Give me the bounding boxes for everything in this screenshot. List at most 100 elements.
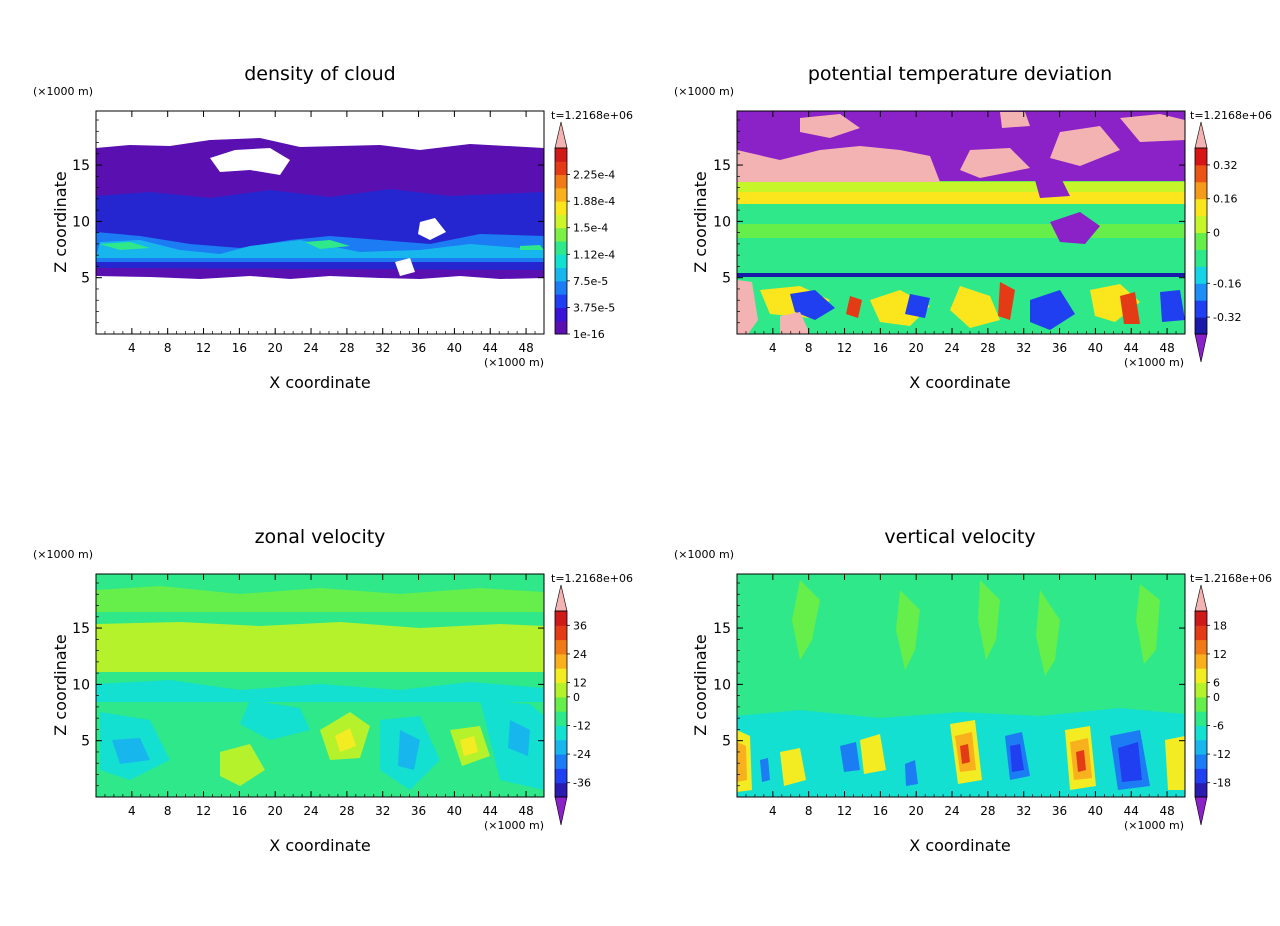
colorbar: -36 -24 -12 012 24 36 xyxy=(554,584,591,826)
colorbar-segment xyxy=(1195,249,1207,267)
colorbar-label: 0 xyxy=(573,691,580,704)
colorbar-label: -12 xyxy=(1213,748,1231,761)
colorbar-over-arrow xyxy=(554,121,568,149)
x-unit-label: (×1000 m) xyxy=(1124,356,1184,369)
lower-eddies-yellow xyxy=(760,284,1140,328)
y-tick-label: 15 xyxy=(72,158,90,174)
panel-vertical-velocity: vertical velocity (×1000 m) t=1.2168e+06… xyxy=(674,526,1272,855)
colorbar-segment xyxy=(1195,696,1207,712)
y-axis-ticks: 5 10 15 xyxy=(72,582,544,798)
x-tick-label: 36 xyxy=(411,804,426,818)
colorbar-segment xyxy=(1195,164,1207,183)
plot-field xyxy=(96,111,544,334)
colorbar-label: 6 xyxy=(1213,677,1220,690)
lower-cyan-cells xyxy=(100,700,544,790)
y-unit-label: (×1000 m) xyxy=(33,85,93,98)
x-axis-label: X coordinate xyxy=(269,836,370,855)
colorbar-segment xyxy=(555,241,567,255)
colorbar-segment xyxy=(1195,283,1207,301)
colorbar-segment xyxy=(1195,148,1207,166)
y-axis-ticks: 5 10 15 xyxy=(713,119,1185,335)
panel-density-of-cloud: density of cloud (×1000 m) t=1.2168e+06 … xyxy=(33,63,633,392)
x-unit-label: (×1000 m) xyxy=(484,356,544,369)
x-tick-label: 32 xyxy=(1016,804,1031,818)
x-tick-label: 36 xyxy=(1052,804,1067,818)
colorbar-segment xyxy=(555,148,567,162)
x-axis-label: X coordinate xyxy=(909,373,1010,392)
y-tick-label: 10 xyxy=(72,677,90,693)
colorbar-segment xyxy=(555,682,567,698)
y-unit-label: (×1000 m) xyxy=(674,548,734,561)
x-tick-label: 20 xyxy=(909,341,924,355)
colorbar-segment xyxy=(555,668,567,684)
x-tick-label: 44 xyxy=(1124,804,1139,818)
colorbar-segment xyxy=(1195,639,1207,655)
x-tick-label: 32 xyxy=(375,804,390,818)
y-unit-label: (×1000 m) xyxy=(674,85,734,98)
chart-title: potential temperature deviation xyxy=(808,63,1112,85)
x-tick-label: 36 xyxy=(411,341,426,355)
colorbar-segment xyxy=(555,161,567,176)
colorbar-segment xyxy=(1195,181,1207,200)
colorbar-label: 7.5e-5 xyxy=(573,275,608,288)
time-label: t=1.2168e+06 xyxy=(551,109,633,122)
x-tick-label: 8 xyxy=(164,341,172,355)
x-tick-label: 12 xyxy=(196,341,211,355)
band-upper-lightgreen xyxy=(96,586,544,612)
y-axis-label: Z coordinate xyxy=(51,171,70,272)
colorbar-segment xyxy=(555,739,567,755)
colorbar-over-arrow xyxy=(1194,121,1208,149)
band-mid-yellowgreen xyxy=(96,622,544,672)
colorbar-segment xyxy=(1195,300,1207,318)
colorbar: -18 -12 -6 06 12 18 xyxy=(1194,584,1231,826)
x-tick-label: 20 xyxy=(268,804,283,818)
x-tick-label: 20 xyxy=(268,341,283,355)
x-tick-label: 8 xyxy=(164,804,172,818)
x-tick-label: 24 xyxy=(944,804,959,818)
y-tick-label: 15 xyxy=(713,621,731,637)
colorbar-segment xyxy=(555,227,567,242)
colorbar: -0.32 -0.16 0 0.16 0.32 xyxy=(1194,121,1241,363)
x-tick-label: 40 xyxy=(447,804,462,818)
y-tick-label: 10 xyxy=(713,677,731,693)
colorbar-segment xyxy=(555,611,567,626)
colorbar-segment xyxy=(1195,754,1207,769)
lower-pink-left xyxy=(737,280,810,334)
downdraft-darkblue xyxy=(1010,742,1142,782)
colorbar-label: -18 xyxy=(1213,777,1231,790)
colorbar-label: 12 xyxy=(573,677,587,690)
x-tick-label: 12 xyxy=(837,341,852,355)
colorbar-segment xyxy=(1195,668,1207,684)
x-axis-ticks: 4 8 12 16 20 24 28 32 36 40 44 48 xyxy=(736,111,1186,355)
colorbar-segment xyxy=(1195,232,1207,250)
plot-field xyxy=(737,111,1185,334)
colorbar-segment xyxy=(555,639,567,655)
x-tick-label: 48 xyxy=(518,341,533,355)
colorbar-segment xyxy=(1195,625,1207,641)
x-axis-ticks: 4 8 12 16 20 24 28 32 36 40 44 48 xyxy=(95,574,545,818)
y-axis-label: Z coordinate xyxy=(691,634,710,735)
x-tick-label: 28 xyxy=(339,341,354,355)
y-tick-label: 5 xyxy=(722,271,731,287)
x-axis-ticks: 4 8 12 16 20 24 28 32 36 40 44 48 xyxy=(95,111,545,355)
x-tick-label: 8 xyxy=(805,804,813,818)
downdraft-blue xyxy=(760,730,1150,790)
colorbar-segment xyxy=(1195,682,1207,698)
time-label: t=1.2168e+06 xyxy=(1190,572,1272,585)
colorbar-label: -12 xyxy=(573,719,591,732)
colorbar-label: 1e-16 xyxy=(573,328,605,341)
colorbar-segment xyxy=(555,754,567,769)
colorbar-segment xyxy=(555,214,567,229)
colorbar-segment xyxy=(1195,611,1207,626)
panel-potential-temperature-deviation: potential temperature deviation (×1000 m… xyxy=(674,63,1272,392)
x-unit-label: (×1000 m) xyxy=(484,819,544,832)
x-tick-label: 44 xyxy=(483,804,498,818)
y-tick-label: 10 xyxy=(713,214,731,230)
cloud-layer-green xyxy=(100,240,544,250)
colorbar-label: 1.5e-4 xyxy=(573,222,608,235)
x-tick-label: 24 xyxy=(944,341,959,355)
x-tick-label: 28 xyxy=(339,804,354,818)
colorbar-segment xyxy=(555,696,567,712)
colorbar-frame xyxy=(1194,610,1208,798)
